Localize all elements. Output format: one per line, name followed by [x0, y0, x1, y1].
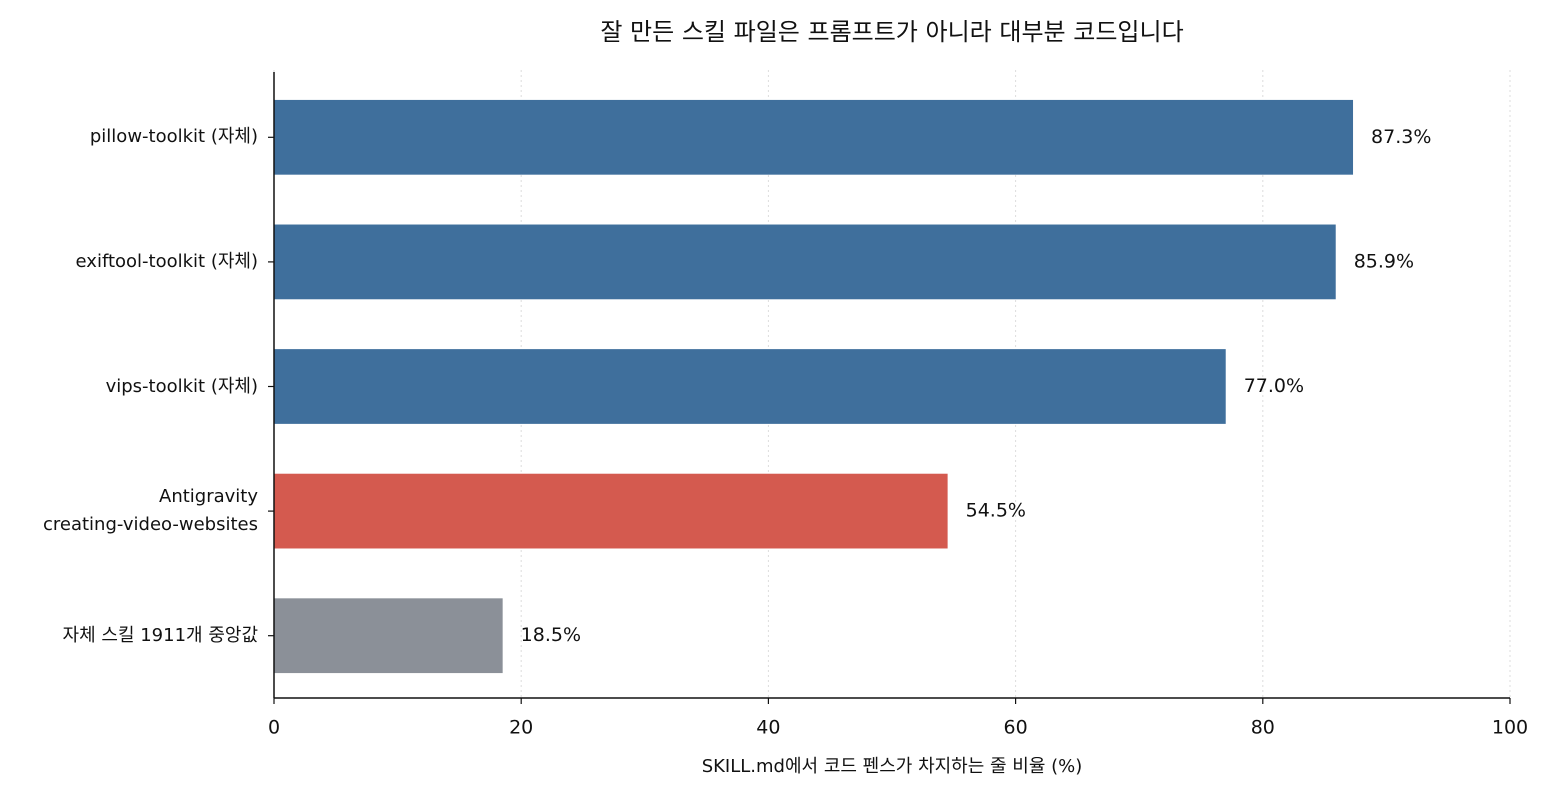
data-label: 54.5% [966, 500, 1026, 522]
y-tick-label: pillow-toolkit (자체) [89, 126, 258, 148]
y-tick-label: Antigravity creating-video-websites [42, 486, 258, 536]
data-label: 85.9% [1354, 250, 1414, 272]
x-tick-label: 100 [1492, 717, 1528, 739]
y-tick-label: 자체 스킬 1911개 중앙값 [62, 624, 258, 646]
x-tick-label: 20 [509, 717, 533, 739]
bar [274, 349, 1226, 424]
y-tick-label: vips-toolkit (자체) [105, 375, 258, 397]
data-label: 87.3% [1371, 126, 1431, 148]
bar [274, 473, 948, 549]
x-tick-label: 80 [1251, 717, 1275, 739]
x-axis-label: SKILL.md에서 코드 펜스가 차지하는 줄 비율 (%) [702, 756, 1083, 777]
x-tick-label: 60 [1004, 717, 1028, 739]
bar [274, 99, 1354, 175]
bar [274, 224, 1336, 300]
x-tick-label: 40 [756, 717, 780, 739]
bar [274, 598, 503, 674]
data-label: 77.0% [1244, 375, 1304, 397]
chart-title: 잘 만든 스킬 파일은 프롬프트가 아니라 대부분 코드입니다 [600, 18, 1183, 46]
y-tick-label: exiftool-toolkit (자체) [75, 250, 258, 272]
data-label: 18.5% [521, 624, 581, 646]
x-tick-label: 0 [268, 717, 280, 739]
